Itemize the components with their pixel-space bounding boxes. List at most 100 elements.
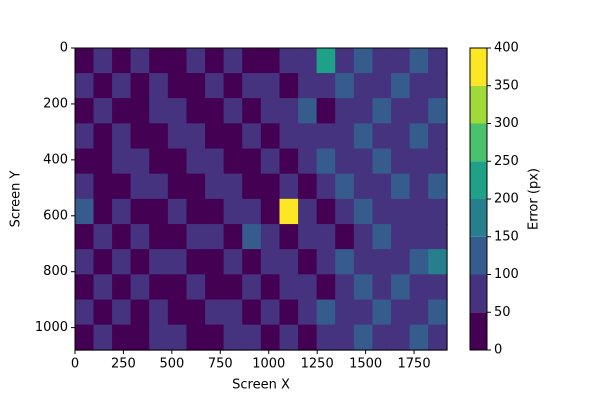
contour-cell xyxy=(409,249,430,276)
contour-cell xyxy=(130,299,151,326)
x-axis-label: Screen X xyxy=(232,378,290,393)
contour-cell xyxy=(149,198,169,225)
y-tick-label: 400 xyxy=(43,152,68,167)
contour-cell xyxy=(353,148,374,175)
contour-cell xyxy=(186,148,206,175)
contour-cell xyxy=(335,73,355,99)
contour-cell xyxy=(391,224,411,250)
contour-cell xyxy=(409,224,430,250)
contour-cell xyxy=(353,98,374,125)
contour-cell xyxy=(149,274,169,301)
colorbar-swatch xyxy=(470,312,487,350)
contour-cell xyxy=(391,47,411,74)
contour-cell xyxy=(130,123,151,150)
contour-cell xyxy=(409,47,430,74)
y-tick-label: 800 xyxy=(43,264,68,279)
contour-cell xyxy=(130,224,151,250)
contour-cell xyxy=(112,198,132,225)
colorbar-swatch xyxy=(470,274,487,313)
contour-cell xyxy=(242,148,262,175)
contour-cell xyxy=(428,98,448,125)
contour-cell xyxy=(223,98,244,125)
contour-cell xyxy=(298,98,318,125)
contour-cell xyxy=(242,173,262,200)
contour-cell xyxy=(409,173,430,200)
contour-cell xyxy=(428,198,448,225)
contour-cell xyxy=(74,98,95,125)
contour-cell xyxy=(242,198,262,225)
contour-cell xyxy=(149,47,169,74)
contour-cell xyxy=(316,173,337,200)
contour-cell xyxy=(167,249,188,276)
contour-cell xyxy=(335,249,355,276)
contour-cell xyxy=(242,324,262,351)
contour-cell xyxy=(242,299,262,326)
contour-cell xyxy=(279,198,299,225)
contour-cell xyxy=(74,198,95,225)
y-tick-label: 0 xyxy=(60,41,68,56)
x-tick-label: 1750 xyxy=(398,357,431,372)
colorbar-tick-label: 100 xyxy=(494,267,519,282)
contour-cell xyxy=(93,73,113,99)
contour-cell xyxy=(353,249,374,276)
contour-cell xyxy=(205,123,225,150)
contour-cell xyxy=(391,123,411,150)
contour-cell xyxy=(391,148,411,175)
contour-cell xyxy=(93,173,113,200)
contour-cell xyxy=(74,299,95,326)
x-tick-label: 1500 xyxy=(349,357,382,372)
contour-cell xyxy=(167,274,188,301)
contour-cell xyxy=(186,173,206,200)
contour-cell xyxy=(223,47,244,74)
colorbar-swatch xyxy=(470,161,487,199)
contour-cell xyxy=(112,123,132,150)
contour-cell xyxy=(409,148,430,175)
contour-cell xyxy=(316,47,337,74)
contour-cell xyxy=(298,123,318,150)
contour-cell xyxy=(391,274,411,301)
contour-cell xyxy=(335,224,355,250)
colorbar-swatch xyxy=(470,199,487,237)
contour-cell xyxy=(335,173,355,200)
contour-cell xyxy=(260,198,281,225)
contour-cell xyxy=(279,224,299,250)
contour-cell xyxy=(93,123,113,150)
contour-cell xyxy=(74,73,95,99)
contour-cell xyxy=(335,47,355,74)
contour-cell xyxy=(428,224,448,250)
contour-cell xyxy=(112,249,132,276)
contour-cell xyxy=(242,224,262,250)
contour-cell xyxy=(316,73,337,99)
contour-cell xyxy=(93,98,113,125)
contour-cell xyxy=(428,148,448,175)
contour-cell xyxy=(130,47,151,74)
contour-cell xyxy=(93,224,113,250)
contour-cell xyxy=(409,73,430,99)
contour-cell xyxy=(223,324,244,351)
contour-cell xyxy=(205,324,225,351)
contour-cell xyxy=(74,123,95,150)
contour-cell xyxy=(316,148,337,175)
contour-cell xyxy=(353,224,374,250)
contour-cell xyxy=(242,123,262,150)
contour-cell xyxy=(74,173,95,200)
contour-cell xyxy=(409,198,430,225)
colorbar-tick-label: 0 xyxy=(494,343,502,358)
contour-cell xyxy=(149,324,169,351)
contour-cell xyxy=(167,73,188,99)
contour-cell xyxy=(93,148,113,175)
contour-cell xyxy=(205,224,225,250)
contour-cell xyxy=(93,249,113,276)
contour-cell xyxy=(335,98,355,125)
contour-cell xyxy=(372,98,392,125)
contour-cell xyxy=(205,274,225,301)
contour-cell xyxy=(279,148,299,175)
contour-cell xyxy=(409,274,430,301)
contour-cell xyxy=(391,249,411,276)
contour-cell xyxy=(149,123,169,150)
contour-cell xyxy=(298,249,318,276)
contour-cell xyxy=(353,173,374,200)
contour-cell xyxy=(93,324,113,351)
contour-cell xyxy=(409,324,430,351)
contour-cell xyxy=(130,173,151,200)
